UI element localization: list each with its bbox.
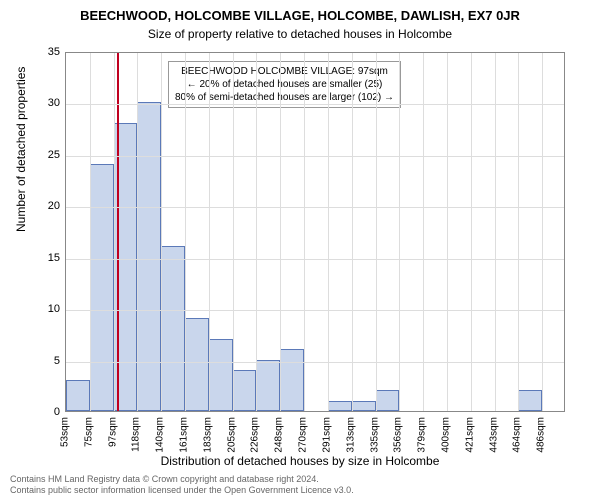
histogram-bar bbox=[352, 401, 376, 411]
chart-plot-area: BEECHWOOD HOLCOMBE VILLAGE: 97sqm ← 20% … bbox=[65, 52, 565, 412]
x-tick-label: 335sqm bbox=[369, 417, 380, 453]
histogram-bar bbox=[233, 370, 257, 411]
histogram-bar bbox=[161, 246, 185, 411]
x-tick-label: 97sqm bbox=[107, 417, 118, 447]
gridline-v bbox=[495, 53, 496, 411]
y-tick-label: 10 bbox=[35, 303, 60, 315]
histogram-bar bbox=[137, 102, 161, 411]
property-marker-line bbox=[117, 53, 119, 411]
gridline-v bbox=[304, 53, 305, 411]
histogram-bar bbox=[376, 390, 400, 411]
x-tick-label: 400sqm bbox=[440, 417, 451, 453]
gridline-v bbox=[376, 53, 377, 411]
annotation-line3: 80% of semi-detached houses are larger (… bbox=[175, 91, 394, 104]
gridline-v bbox=[518, 53, 519, 411]
histogram-bar bbox=[256, 360, 280, 411]
y-tick-label: 30 bbox=[35, 97, 60, 109]
histogram-bar bbox=[209, 339, 233, 411]
gridline-v bbox=[352, 53, 353, 411]
x-tick-label: 313sqm bbox=[345, 417, 356, 453]
y-tick-label: 35 bbox=[35, 46, 60, 58]
annotation-line1: BEECHWOOD HOLCOMBE VILLAGE: 97sqm bbox=[175, 65, 394, 78]
gridline-v bbox=[471, 53, 472, 411]
x-tick-label: 161sqm bbox=[179, 417, 190, 453]
histogram-bar bbox=[90, 164, 114, 411]
gridline-h bbox=[66, 207, 564, 208]
y-tick-label: 15 bbox=[35, 252, 60, 264]
gridline-v bbox=[209, 53, 210, 411]
y-tick-label: 20 bbox=[35, 200, 60, 212]
gridline-v bbox=[256, 53, 257, 411]
gridline-v bbox=[447, 53, 448, 411]
gridline-v bbox=[161, 53, 162, 411]
x-tick-label: 183sqm bbox=[202, 417, 213, 453]
x-tick-label: 421sqm bbox=[464, 417, 475, 453]
x-tick-label: 226sqm bbox=[250, 417, 261, 453]
footer-line2: Contains public sector information licen… bbox=[10, 485, 354, 496]
gridline-h bbox=[66, 310, 564, 311]
gridline-v bbox=[399, 53, 400, 411]
y-tick-label: 5 bbox=[35, 355, 60, 367]
x-tick-label: 379sqm bbox=[417, 417, 428, 453]
gridline-v bbox=[233, 53, 234, 411]
gridline-v bbox=[328, 53, 329, 411]
x-tick-label: 464sqm bbox=[512, 417, 523, 453]
x-axis-label: Distribution of detached houses by size … bbox=[0, 454, 600, 468]
gridline-h bbox=[66, 156, 564, 157]
x-tick-label: 291sqm bbox=[321, 417, 332, 453]
annotation-box: BEECHWOOD HOLCOMBE VILLAGE: 97sqm ← 20% … bbox=[168, 61, 401, 108]
gridline-v bbox=[137, 53, 138, 411]
histogram-bar bbox=[66, 380, 90, 411]
chart-subtitle: Size of property relative to detached ho… bbox=[0, 23, 600, 41]
y-tick-label: 0 bbox=[35, 406, 60, 418]
footer-attribution: Contains HM Land Registry data © Crown c… bbox=[10, 474, 354, 496]
x-tick-label: 356sqm bbox=[393, 417, 404, 453]
x-tick-label: 75sqm bbox=[83, 417, 94, 447]
x-tick-label: 53sqm bbox=[60, 417, 71, 447]
x-tick-label: 486sqm bbox=[536, 417, 547, 453]
histogram-bar bbox=[185, 318, 209, 411]
gridline-v bbox=[423, 53, 424, 411]
y-axis-label: Number of detached properties bbox=[14, 67, 28, 232]
gridline-v bbox=[114, 53, 115, 411]
gridline-v bbox=[280, 53, 281, 411]
footer-line1: Contains HM Land Registry data © Crown c… bbox=[10, 474, 354, 485]
x-tick-label: 205sqm bbox=[226, 417, 237, 453]
histogram-bar bbox=[280, 349, 304, 411]
gridline-h bbox=[66, 259, 564, 260]
gridline-v bbox=[185, 53, 186, 411]
gridline-h bbox=[66, 362, 564, 363]
x-tick-label: 443sqm bbox=[488, 417, 499, 453]
gridline-v bbox=[90, 53, 91, 411]
annotation-line2: ← 20% of detached houses are smaller (25… bbox=[175, 78, 394, 91]
chart-title: BEECHWOOD, HOLCOMBE VILLAGE, HOLCOMBE, D… bbox=[0, 0, 600, 23]
x-tick-label: 270sqm bbox=[298, 417, 309, 453]
gridline-v bbox=[542, 53, 543, 411]
x-tick-label: 140sqm bbox=[155, 417, 166, 453]
gridline-h bbox=[66, 104, 564, 105]
histogram-bar bbox=[518, 390, 542, 411]
x-tick-label: 118sqm bbox=[131, 417, 142, 452]
histogram-bar bbox=[328, 401, 352, 411]
x-tick-label: 248sqm bbox=[274, 417, 285, 453]
y-tick-label: 25 bbox=[35, 149, 60, 161]
